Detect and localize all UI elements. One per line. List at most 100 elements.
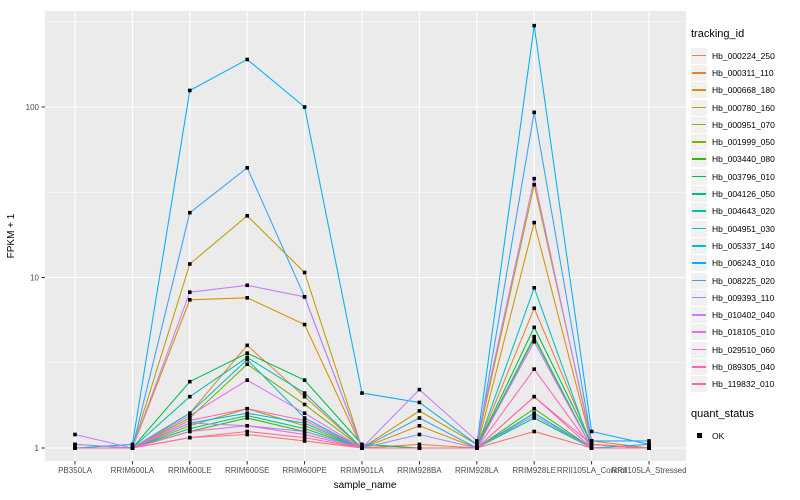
data-point-Hb_008225_020 bbox=[532, 110, 536, 115]
data-point-Hb_006243_010 bbox=[475, 442, 479, 447]
legend-label: Hb_003440_080 bbox=[712, 154, 775, 165]
data-point-Hb_000224_250 bbox=[532, 429, 536, 434]
data-point-Hb_005337_140 bbox=[302, 421, 307, 425]
x-tick-label: RRIM928LE bbox=[512, 466, 556, 475]
legend-key-line bbox=[692, 175, 706, 178]
data-point-Hb_008225_020 bbox=[589, 439, 594, 443]
x-tick-label: RRIM901LA bbox=[340, 466, 384, 475]
data-point-Hb_119832_010 bbox=[245, 429, 249, 434]
legend-key-swatch bbox=[691, 220, 707, 237]
data-point-Hb_009393_110 bbox=[73, 442, 77, 447]
legend-key-swatch bbox=[691, 341, 707, 358]
legend-label: Hb_008225_020 bbox=[712, 275, 775, 286]
data-point-Hb_000668_180 bbox=[302, 322, 307, 327]
legend-key-line bbox=[692, 210, 706, 212]
data-point-Hb_000311_110 bbox=[245, 343, 249, 348]
data-point-Hb_010402_040 bbox=[245, 283, 249, 288]
legend-key-swatch bbox=[691, 203, 707, 220]
data-point-Hb_003440_080 bbox=[245, 416, 249, 420]
legend-key-swatch bbox=[691, 272, 707, 289]
legend-key-line bbox=[692, 296, 706, 299]
legend-key-line bbox=[692, 262, 706, 264]
data-point-Hb_008225_020 bbox=[245, 165, 249, 170]
data-point-Hb_029510_060 bbox=[188, 429, 192, 434]
legend-entry-Hb_009393_110: Hb_009393_110 bbox=[691, 289, 799, 306]
legend-key-line bbox=[692, 348, 706, 351]
data-point-Hb_010402_040 bbox=[532, 176, 536, 181]
legend-entry-Hb_005337_140: Hb_005337_140 bbox=[691, 237, 799, 254]
data-point-Hb_018105_010 bbox=[532, 339, 536, 344]
legend-key-swatch bbox=[691, 82, 707, 99]
data-point-Hb_119832_010 bbox=[589, 442, 594, 447]
data-point-Hb_004643_020 bbox=[188, 394, 192, 399]
legend-label: Hb_000224_250 bbox=[712, 50, 775, 61]
y-axis-title: FPKM + 1 bbox=[6, 213, 17, 258]
legend-title-tracking-id: tracking_id bbox=[691, 28, 745, 40]
data-point-Hb_004126_050 bbox=[302, 426, 307, 431]
legend-entry-Hb_119832_010: Hb_119832_010 bbox=[691, 376, 799, 393]
legend-key-swatch bbox=[691, 255, 707, 272]
data-point-Hb_119832_010 bbox=[360, 446, 364, 450]
data-point-Hb_000224_250 bbox=[302, 439, 307, 443]
legend-entry-Hb_000311_110: Hb_000311_110 bbox=[691, 64, 799, 81]
data-point-Hb_010402_040 bbox=[188, 290, 192, 294]
legend-key-line bbox=[692, 193, 706, 195]
data-point-Hb_000780_160 bbox=[532, 182, 536, 187]
legend-key-line bbox=[692, 54, 706, 57]
legend-entry-Hb_001999_050: Hb_001999_050 bbox=[691, 133, 799, 151]
legend-entry-Hb_010402_040: Hb_010402_040 bbox=[691, 306, 799, 324]
legend-entry-Hb_000224_250: Hb_000224_250 bbox=[691, 47, 799, 64]
legend-key-line bbox=[692, 365, 706, 368]
data-point-Hb_000780_160 bbox=[188, 262, 192, 266]
legend-entry-Hb_004126_050: Hb_004126_050 bbox=[691, 185, 799, 203]
legend-key-line bbox=[692, 71, 706, 74]
x-tick-label: RRIM928LA bbox=[455, 466, 499, 475]
legend-key-line bbox=[692, 244, 706, 247]
data-point-Hb_004643_020 bbox=[302, 391, 307, 395]
legend-key-swatch bbox=[691, 99, 707, 116]
data-point-Hb_004126_050 bbox=[188, 426, 192, 431]
data-point-Hb_000311_110 bbox=[417, 442, 422, 447]
data-point-Hb_006243_010 bbox=[188, 88, 192, 93]
data-point-Hb_003796_010 bbox=[532, 325, 536, 330]
data-point-Hb_119832_010 bbox=[532, 394, 536, 399]
legend-key-swatch bbox=[691, 307, 707, 324]
data-point-Hb_001999_050 bbox=[188, 416, 192, 420]
legend-label: Hb_089305_040 bbox=[712, 361, 775, 372]
data-point-Hb_000780_160 bbox=[417, 409, 422, 413]
legend-label: Hb_029510_060 bbox=[712, 344, 775, 355]
data-point-Hb_004126_050 bbox=[245, 413, 249, 418]
legend-label: Hb_004126_050 bbox=[712, 189, 775, 200]
data-point-Hb_006243_010 bbox=[417, 400, 422, 405]
legend-label: Hb_004951_030 bbox=[712, 223, 775, 234]
legend-label: Hb_001999_050 bbox=[712, 137, 775, 148]
data-point-Hb_000780_160 bbox=[302, 270, 307, 275]
legend-key-swatch bbox=[691, 376, 707, 393]
data-point-Hb_004643_020 bbox=[245, 355, 249, 360]
data-point-Hb_010402_040 bbox=[417, 387, 422, 392]
legend-key-line bbox=[692, 279, 706, 282]
data-point-Hb_010402_040 bbox=[302, 295, 307, 299]
legend-entry-Hb_003440_080: Hb_003440_080 bbox=[691, 151, 799, 168]
legend-key-swatch bbox=[691, 116, 707, 133]
legend-key-line bbox=[692, 141, 706, 143]
data-point-Hb_029510_060 bbox=[245, 423, 249, 428]
legend-label: Hb_009393_110 bbox=[712, 292, 775, 303]
legend-label: Hb_000668_180 bbox=[712, 85, 775, 96]
data-point-Hb_004951_030 bbox=[302, 416, 307, 420]
y-tick-label: 1 bbox=[35, 444, 40, 453]
data-point-Hb_119832_010 bbox=[647, 446, 651, 450]
data-point-Hb_089305_040 bbox=[188, 418, 192, 423]
data-point-Hb_006243_010 bbox=[245, 57, 249, 62]
legend-key-swatch bbox=[691, 237, 707, 254]
data-point-Hb_005337_140 bbox=[532, 411, 536, 415]
legend-label: Hb_000951_070 bbox=[712, 119, 775, 130]
data-point-Hb_003796_010 bbox=[360, 442, 364, 447]
data-point-Hb_003796_010 bbox=[245, 351, 249, 355]
data-point-Hb_000224_250 bbox=[245, 432, 249, 437]
legend-label: Hb_003796_010 bbox=[712, 171, 775, 182]
data-point-Hb_004951_030 bbox=[188, 411, 192, 415]
data-point-Hb_006243_010 bbox=[360, 391, 364, 395]
data-point-Hb_089305_040 bbox=[589, 446, 594, 450]
data-point-Hb_003440_080 bbox=[532, 406, 536, 411]
